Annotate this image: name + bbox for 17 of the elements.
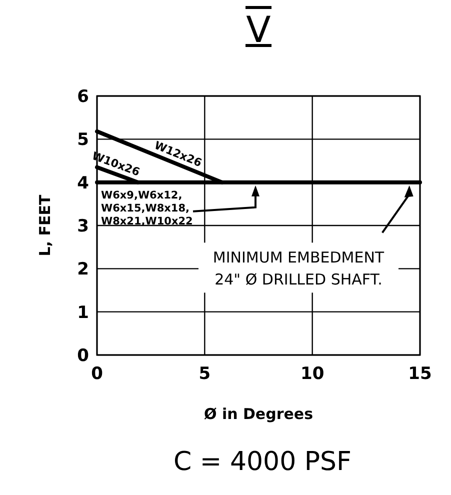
- y-tick-label: 4: [77, 173, 90, 194]
- annotation: MINIMUM EMBEDMENT 24" Ø DRILLED SHAFT.: [212, 248, 385, 289]
- text: C = 4000 PSF: [173, 447, 352, 477]
- y-tick-label: 1: [77, 302, 89, 323]
- y-axis-title: L, FEET: [36, 194, 54, 256]
- ref-line-label: W6x9,W6x12, W6x15,W8x18, W8x21,W10x22: [101, 189, 193, 228]
- y-tick-label: 5: [77, 130, 89, 150]
- x-tick-label: 10: [300, 364, 324, 384]
- y-tick-label: 3: [77, 216, 89, 236]
- x-tick-label: 0: [91, 364, 104, 384]
- x-axis-title: Ø in Degrees: [204, 405, 314, 423]
- y-tick-label: 2: [77, 260, 89, 280]
- chart-title: V: [246, 10, 272, 51]
- x-tick-label: 5: [198, 364, 211, 384]
- y-tick-label: 6: [77, 86, 89, 107]
- x-tick-label: 15: [408, 364, 432, 384]
- y-tick-label: 0: [77, 346, 90, 366]
